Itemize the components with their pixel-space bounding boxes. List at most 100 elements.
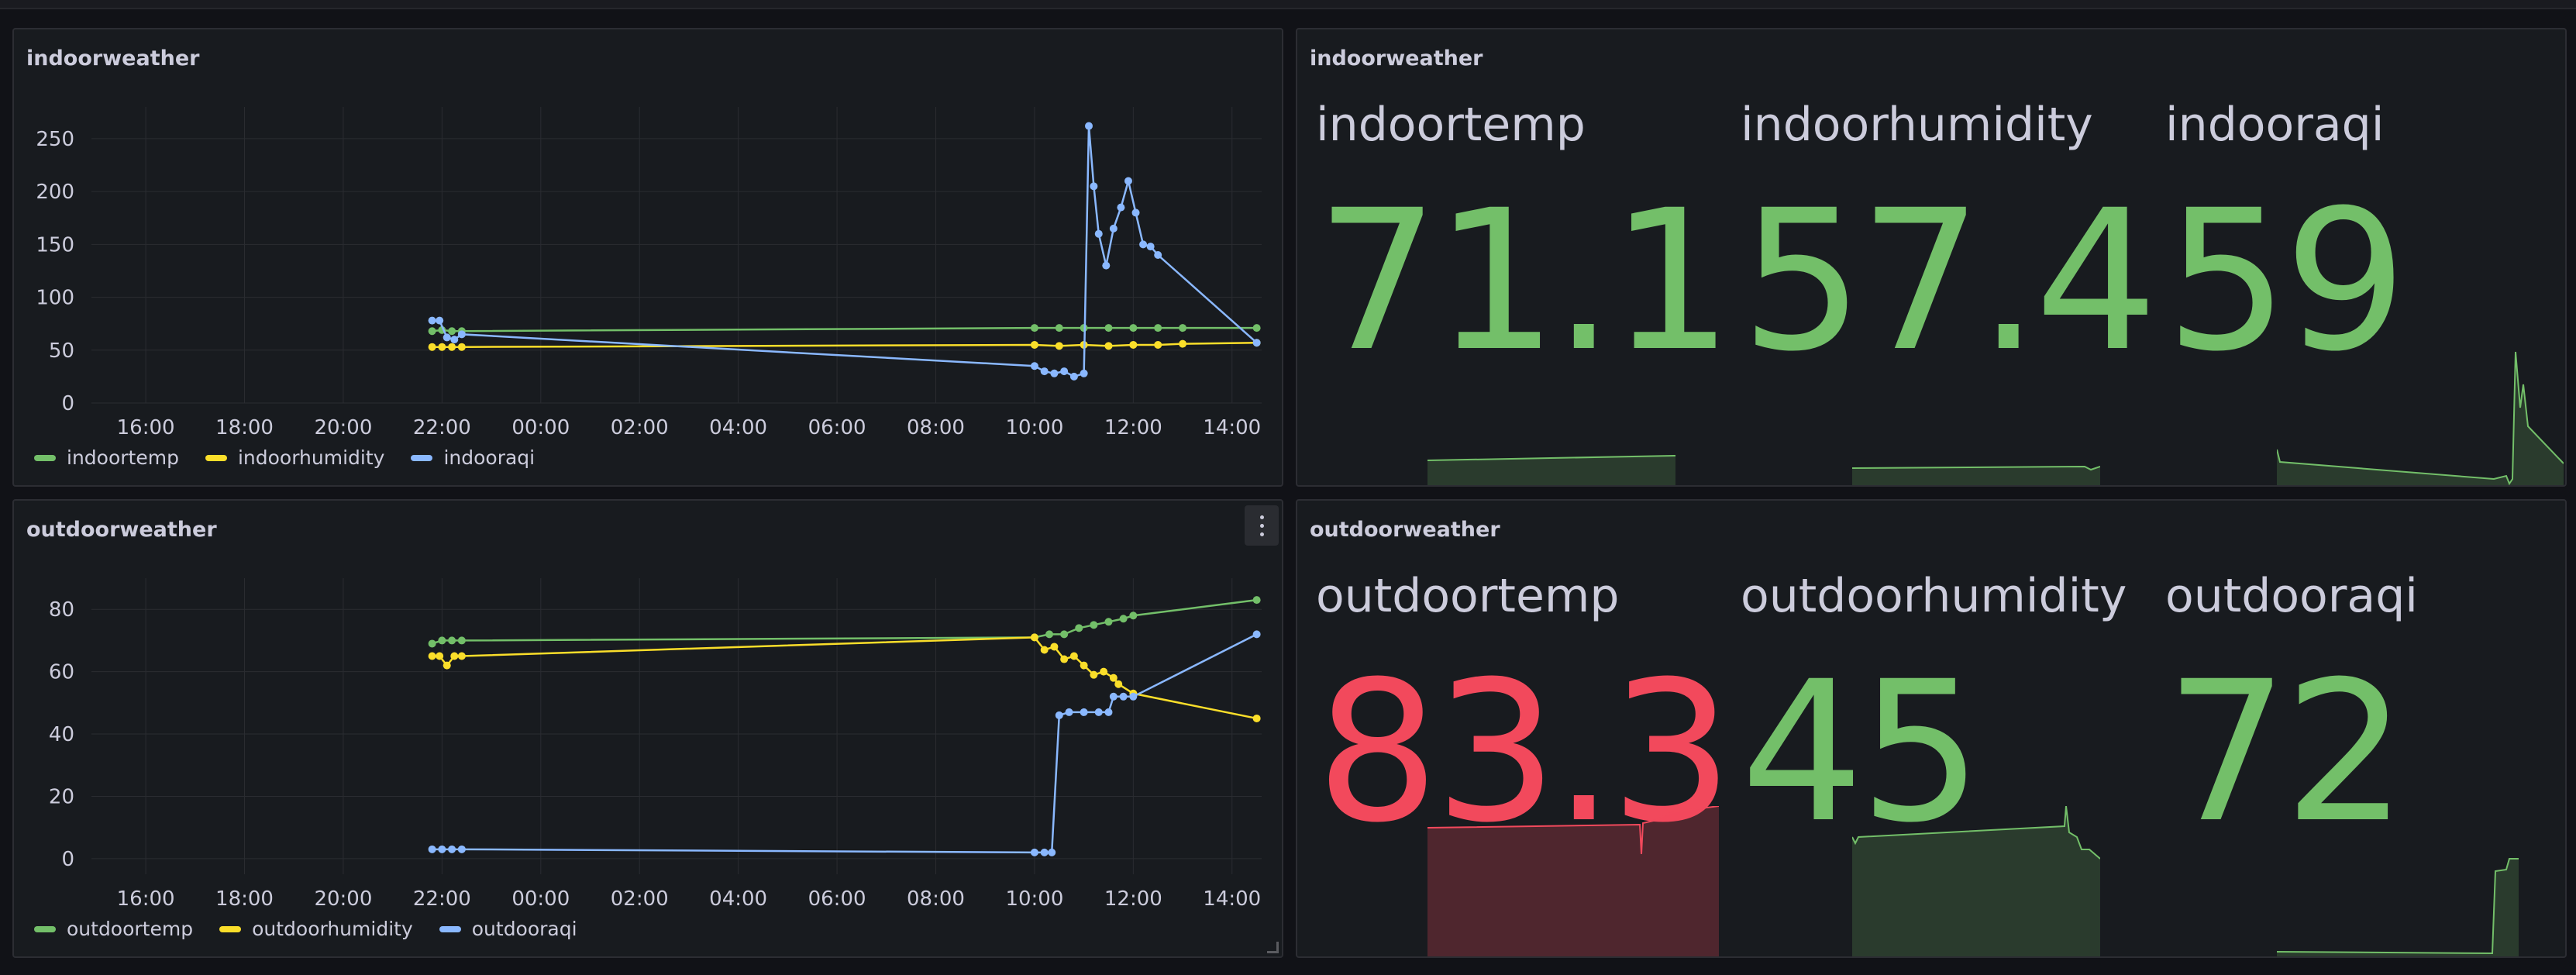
legend-item-indooraqi[interactable]: indooraqi (411, 446, 535, 469)
legend-item-outdoortemp[interactable]: outdoortemp (34, 918, 193, 940)
data-point-outdoortemp[interactable] (457, 636, 466, 645)
panel-menu-button[interactable] (1245, 505, 1279, 546)
data-point-outdoorhumidity[interactable] (1050, 643, 1059, 651)
data-point-outdoorhumidity[interactable] (443, 661, 451, 670)
data-point-indooraqi[interactable] (1109, 224, 1118, 233)
data-point-indooraqi[interactable] (1139, 240, 1148, 249)
data-point-indooraqi[interactable] (1094, 229, 1103, 238)
data-point-outdoorhumidity[interactable] (1252, 714, 1261, 722)
data-point-outdoorhumidity[interactable] (1069, 652, 1078, 660)
data-point-indoortemp[interactable] (448, 327, 456, 336)
data-point-indoortemp[interactable] (428, 327, 436, 336)
data-point-outdooraqi[interactable] (1065, 708, 1073, 716)
data-point-indooraqi[interactable] (1252, 339, 1261, 347)
panel-title[interactable]: outdoorweather (26, 518, 217, 542)
resize-handle[interactable] (1267, 942, 1279, 953)
data-point-outdooraqi[interactable] (1119, 692, 1128, 701)
data-point-outdoortemp[interactable] (438, 636, 446, 645)
panel-title[interactable]: indoorweather (1310, 47, 1483, 71)
data-point-outdooraqi[interactable] (1040, 848, 1049, 856)
legend-item-indoorhumidity[interactable]: indoorhumidity (205, 446, 384, 469)
data-point-indoortemp[interactable] (1179, 324, 1187, 332)
data-point-indoortemp[interactable] (1129, 324, 1138, 332)
data-point-indoortemp[interactable] (1104, 324, 1113, 332)
data-point-indoortemp[interactable] (1030, 324, 1038, 332)
data-point-indoorhumidity[interactable] (438, 343, 446, 351)
data-point-outdoorhumidity[interactable] (1109, 674, 1118, 682)
data-point-outdoorhumidity[interactable] (1100, 667, 1108, 676)
data-point-outdooraqi[interactable] (1030, 848, 1038, 856)
data-point-indoorhumidity[interactable] (1030, 340, 1038, 349)
data-point-indooraqi[interactable] (1060, 367, 1069, 376)
data-point-outdoortemp[interactable] (1129, 612, 1138, 620)
data-point-outdooraqi[interactable] (448, 845, 456, 853)
data-point-outdooraqi[interactable] (1055, 711, 1063, 719)
data-point-outdoortemp[interactable] (1252, 596, 1261, 605)
data-point-indooraqi[interactable] (1080, 369, 1088, 377)
indoorweather-stat-panel[interactable]: indoorweather indoortemp 71.1 indoorhumi… (1296, 28, 2567, 487)
data-point-indooraqi[interactable] (1090, 182, 1098, 191)
outdoorweather-timeseries[interactable]: 0 20 40 60 80 16:00 18:00 20:00 22:00 00:00 02:00 0… (14, 501, 1285, 959)
data-point-indoortemp[interactable] (1252, 324, 1261, 332)
data-point-indooraqi[interactable] (1069, 372, 1078, 381)
data-point-indooraqi[interactable] (1146, 243, 1155, 251)
data-point-outdoortemp[interactable] (1090, 621, 1098, 629)
outdoorweather-stat-panel[interactable]: outdoorweather outdoortemp 83.3 outdoorh… (1296, 499, 2567, 958)
data-point-indooraqi[interactable] (1124, 177, 1132, 185)
data-point-indoorhumidity[interactable] (1129, 340, 1138, 349)
data-point-outdooraqi[interactable] (1109, 692, 1118, 701)
data-point-indooraqi[interactable] (457, 330, 466, 339)
data-point-indooraqi[interactable] (1102, 261, 1111, 270)
data-point-outdoorhumidity[interactable] (1080, 661, 1088, 670)
legend-item-outdooraqi[interactable]: outdooraqi (439, 918, 577, 940)
data-point-outdooraqi[interactable] (1129, 692, 1138, 701)
data-point-indooraqi[interactable] (1117, 203, 1125, 212)
data-point-indoorhumidity[interactable] (448, 343, 456, 351)
data-point-outdoorhumidity[interactable] (436, 652, 444, 660)
indoorweather-timeseries[interactable]: 0 50 100 150 200 250 16:00 18:00 20:00 22:00 00:00… (14, 29, 1285, 488)
data-point-indooraqi[interactable] (1085, 122, 1093, 130)
legend-item-outdoorhumidity[interactable]: outdoorhumidity (219, 918, 413, 940)
data-point-outdoorhumidity[interactable] (1060, 655, 1069, 663)
data-point-outdooraqi[interactable] (457, 845, 466, 853)
data-point-outdoorhumidity[interactable] (1114, 680, 1123, 688)
data-point-indoorhumidity[interactable] (1154, 340, 1162, 349)
outdoorweather-chart-panel[interactable]: outdoorweather 0 20 40 60 80 16:00 18:00 20:00 2… (12, 499, 1283, 958)
panel-title[interactable]: indoorweather (26, 47, 200, 71)
data-point-outdooraqi[interactable] (428, 845, 436, 853)
data-point-indoorhumidity[interactable] (428, 343, 436, 351)
data-point-outdooraqi[interactable] (1104, 708, 1113, 716)
data-point-indooraqi[interactable] (450, 336, 459, 344)
data-point-outdoortemp[interactable] (1060, 630, 1069, 639)
legend-item-indoortemp[interactable]: indoortemp (34, 446, 179, 469)
data-point-indooraqi[interactable] (1131, 208, 1140, 217)
data-point-indooraqi[interactable] (1154, 251, 1162, 259)
data-point-indooraqi[interactable] (443, 333, 451, 342)
data-point-indoorhumidity[interactable] (457, 343, 466, 351)
data-point-indoorhumidity[interactable] (1104, 342, 1113, 350)
data-point-indoortemp[interactable] (1154, 324, 1162, 332)
data-point-indoorhumidity[interactable] (1179, 339, 1187, 348)
data-point-indoortemp[interactable] (1055, 324, 1063, 332)
data-point-outdooraqi[interactable] (1080, 708, 1088, 716)
data-point-outdoorhumidity[interactable] (450, 652, 459, 660)
data-point-outdoorhumidity[interactable] (1090, 670, 1098, 679)
data-point-indooraqi[interactable] (1040, 367, 1049, 376)
data-point-indooraqi[interactable] (436, 316, 444, 325)
data-point-outdooraqi[interactable] (1252, 630, 1261, 639)
data-point-outdoortemp[interactable] (428, 639, 436, 648)
data-point-outdoortemp[interactable] (1075, 624, 1083, 632)
data-point-outdooraqi[interactable] (438, 845, 446, 853)
data-point-outdoortemp[interactable] (1045, 630, 1054, 639)
data-point-outdoortemp[interactable] (1104, 618, 1113, 626)
data-point-indooraqi[interactable] (1030, 362, 1038, 370)
data-point-outdoortemp[interactable] (1119, 615, 1128, 623)
data-point-outdooraqi[interactable] (1094, 708, 1103, 716)
data-point-outdooraqi[interactable] (1048, 848, 1056, 856)
data-point-outdoorhumidity[interactable] (1030, 633, 1038, 642)
data-point-outdoorhumidity[interactable] (1040, 646, 1049, 654)
data-point-indooraqi[interactable] (428, 316, 436, 325)
data-point-indoorhumidity[interactable] (1055, 342, 1063, 350)
panel-title[interactable]: outdoorweather (1310, 518, 1500, 542)
data-point-outdoorhumidity[interactable] (457, 652, 466, 660)
